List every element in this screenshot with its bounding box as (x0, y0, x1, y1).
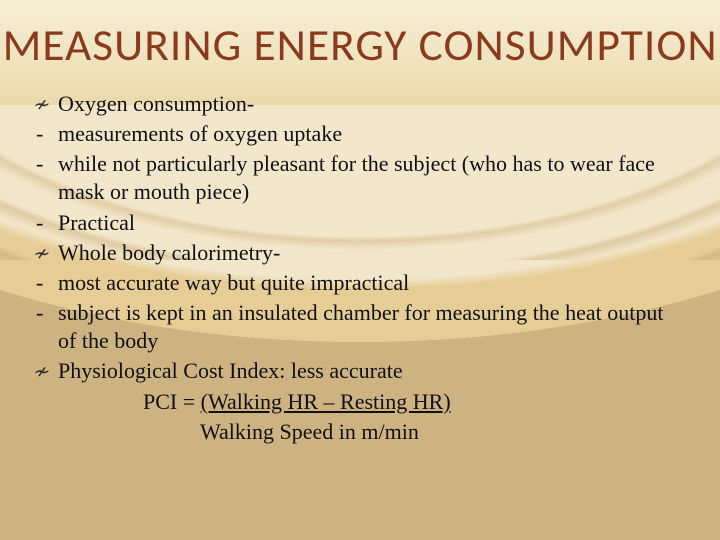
sub-text: measurements of oxygen uptake (58, 120, 678, 148)
bullet-icon: ≁ (32, 93, 49, 119)
slide: MEASURING ENERGY CONSUMPTION ≁ Oxygen co… (0, 0, 720, 540)
formula-denominator: Walking Speed in m/min (200, 419, 419, 444)
slide-body: ≁ Oxygen consumption- - measurements of … (0, 84, 720, 446)
sub-text: subject is kept in an insulated chamber … (58, 299, 678, 355)
bullet-item-pci: ≁ Physiological Cost Index: less accurat… (28, 357, 678, 385)
sub-item: - subject is kept in an insulated chambe… (28, 299, 678, 355)
sub-item: - while not particularly pleasant for th… (28, 150, 678, 206)
pci-formula-top: PCI = (Walking HR – Resting HR) (28, 388, 678, 416)
formula-lhs: PCI = (143, 389, 201, 414)
bullet-icon: ≁ (32, 242, 49, 268)
sub-item: - most accurate way but quite impractica… (28, 269, 678, 297)
formula-numerator: (Walking HR – Resting HR) (201, 389, 451, 414)
dash-icon: - (36, 299, 58, 355)
sub-item: - Practical (28, 209, 678, 237)
sub-item: - measurements of oxygen uptake (28, 120, 678, 148)
bullet-item-oxygen: ≁ Oxygen consumption- (28, 90, 678, 118)
sub-text: Practical (58, 209, 678, 237)
pci-formula-bottom: Walking Speed in m/min (28, 418, 678, 446)
bullet-item-calorimetry: ≁ Whole body calorimetry- (28, 239, 678, 267)
dash-icon: - (36, 150, 58, 206)
bullet-text: Physiological Cost Index: less accurate (58, 358, 403, 383)
bullet-icon: ≁ (32, 360, 49, 386)
bullet-text: Oxygen consumption- (58, 91, 254, 116)
slide-title: MEASURING ENERGY CONSUMPTION (2, 18, 717, 72)
dash-icon: - (36, 209, 58, 237)
dash-icon: - (36, 120, 58, 148)
bullet-text: Whole body calorimetry- (58, 240, 280, 265)
dash-icon: - (36, 269, 58, 297)
title-band: MEASURING ENERGY CONSUMPTION (0, 0, 720, 84)
sub-text: while not particularly pleasant for the … (58, 150, 678, 206)
sub-text: most accurate way but quite impractical (58, 269, 678, 297)
